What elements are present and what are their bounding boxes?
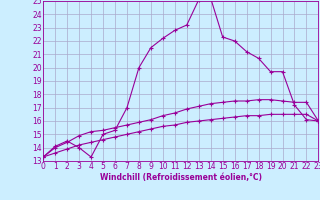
X-axis label: Windchill (Refroidissement éolien,°C): Windchill (Refroidissement éolien,°C) [100,173,262,182]
